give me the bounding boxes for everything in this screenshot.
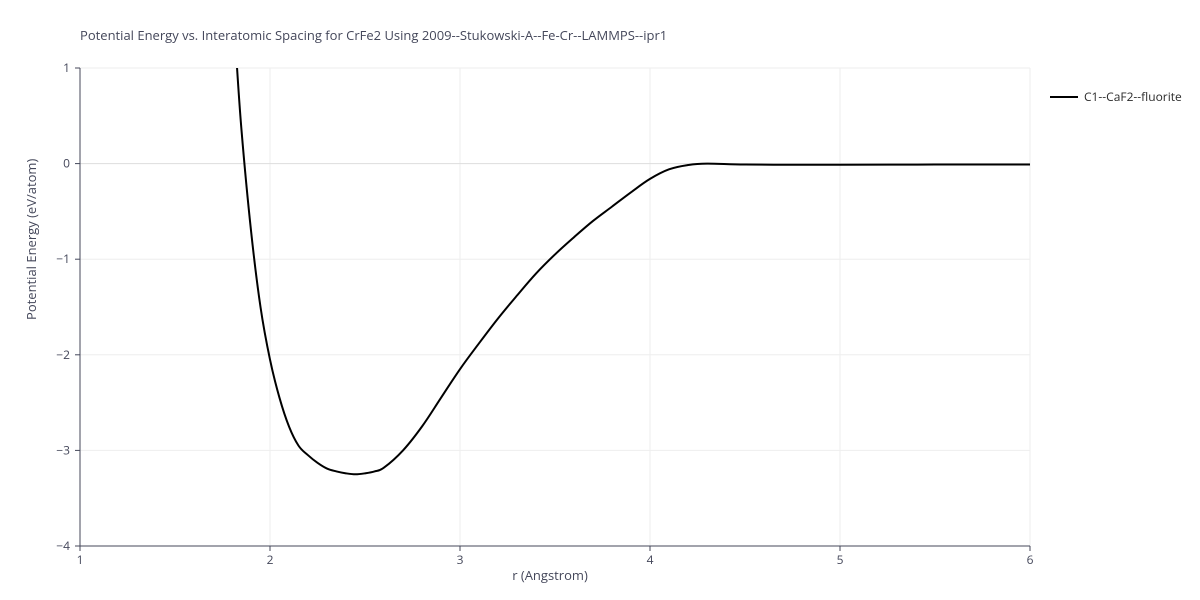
legend-item: C1--CaF2--fluorite <box>1050 88 1182 105</box>
legend-line-icon <box>1050 96 1078 98</box>
y-tick-label: −1 <box>56 250 70 267</box>
x-tick-label: 5 <box>837 551 844 568</box>
y-axis-label: Potential Energy (eV/atom) <box>22 159 40 320</box>
plot-area: 123456−4−3−2−101 <box>80 68 1030 546</box>
chart-title: Potential Energy vs. Interatomic Spacing… <box>80 26 667 44</box>
x-axis-label: r (Angstrom) <box>0 566 1100 584</box>
y-tick-label: −3 <box>56 441 70 458</box>
x-tick-label: 2 <box>267 551 274 568</box>
x-tick-label: 6 <box>1027 551 1034 568</box>
x-tick-label: 3 <box>457 551 464 568</box>
legend-label: C1--CaF2--fluorite <box>1084 88 1182 105</box>
x-tick-label: 4 <box>647 551 654 568</box>
y-tick-label: −2 <box>56 346 70 363</box>
legend: C1--CaF2--fluorite <box>1050 88 1182 105</box>
chart-container: Potential Energy vs. Interatomic Spacing… <box>0 0 1200 600</box>
y-tick-label: 0 <box>63 155 70 172</box>
y-tick-label: 1 <box>63 59 70 76</box>
y-tick-label: −4 <box>56 537 70 554</box>
series-line <box>236 49 1030 474</box>
x-tick-label: 1 <box>77 551 84 568</box>
